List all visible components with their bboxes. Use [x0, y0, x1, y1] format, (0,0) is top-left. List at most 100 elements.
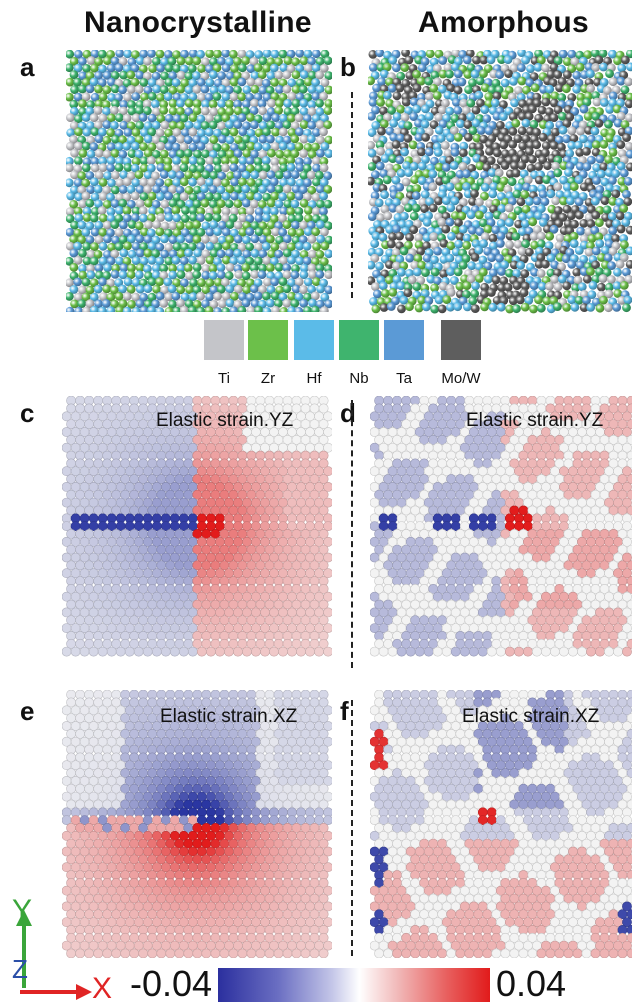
atom	[584, 112, 593, 121]
atom	[550, 113, 559, 122]
atom	[475, 198, 484, 207]
atom	[161, 121, 170, 130]
atom	[424, 647, 433, 656]
atom	[512, 232, 521, 241]
atom	[487, 288, 496, 297]
atom	[525, 197, 534, 206]
atom	[404, 168, 413, 177]
atom	[383, 176, 392, 185]
atom	[387, 302, 396, 311]
atom	[254, 142, 263, 151]
atom	[383, 91, 392, 100]
atom	[144, 284, 153, 293]
atom	[381, 289, 390, 298]
atom	[266, 263, 275, 272]
atom	[572, 85, 581, 94]
atom	[143, 57, 152, 66]
atom	[197, 647, 206, 656]
atom	[66, 178, 74, 187]
atom	[316, 250, 325, 259]
atom	[525, 147, 534, 156]
atom	[205, 128, 214, 137]
atom	[139, 113, 148, 122]
atom	[371, 282, 380, 291]
atom	[189, 156, 198, 165]
atom-map-amorphous	[368, 50, 632, 314]
atom	[283, 220, 292, 229]
atom	[271, 113, 280, 122]
atom	[487, 55, 496, 64]
atom	[567, 260, 576, 269]
atom	[405, 302, 414, 311]
atom	[497, 303, 506, 312]
atom	[625, 99, 632, 108]
atom	[513, 190, 522, 199]
atom	[226, 136, 235, 145]
atom	[307, 171, 316, 180]
atom	[409, 141, 418, 150]
atom	[188, 647, 197, 656]
atom	[111, 171, 120, 180]
atom	[400, 148, 409, 157]
atom	[611, 190, 620, 199]
panel-letter-b: b	[340, 52, 356, 83]
atom	[217, 270, 226, 279]
atom	[553, 182, 562, 191]
atom	[152, 85, 161, 94]
atom	[575, 246, 584, 255]
atom	[324, 647, 333, 656]
atom	[283, 99, 292, 108]
atom	[185, 99, 194, 108]
atom	[626, 260, 632, 269]
panel-letter-e: e	[20, 696, 34, 727]
atom	[537, 239, 546, 248]
atom	[283, 299, 292, 308]
atom	[98, 206, 107, 215]
atom	[115, 63, 124, 72]
atom	[421, 133, 430, 142]
atom	[254, 292, 263, 301]
atom	[487, 647, 496, 656]
atom	[589, 281, 598, 290]
atom	[165, 213, 174, 222]
atom	[159, 299, 168, 308]
atom	[433, 247, 442, 256]
atom	[501, 79, 510, 88]
atom	[213, 292, 222, 301]
atom	[577, 647, 586, 656]
atom	[189, 113, 198, 122]
atom	[559, 126, 568, 135]
atom	[511, 119, 520, 128]
atom	[267, 99, 276, 108]
atom	[70, 263, 79, 272]
atom	[119, 270, 128, 279]
atom	[197, 64, 206, 73]
atom	[370, 239, 379, 248]
atom	[460, 647, 469, 656]
atom	[433, 91, 442, 100]
atom	[393, 91, 402, 100]
atom	[405, 254, 414, 263]
atom	[200, 184, 209, 193]
atom	[209, 70, 218, 79]
atom	[596, 155, 605, 164]
atom	[499, 112, 508, 121]
atom	[260, 647, 269, 656]
atom	[537, 304, 546, 313]
atom	[521, 56, 530, 65]
atom	[172, 214, 181, 223]
atom	[592, 140, 601, 149]
atom	[454, 240, 463, 249]
atom	[435, 296, 444, 305]
atom	[299, 99, 308, 108]
atom	[168, 170, 177, 179]
atom	[617, 225, 626, 234]
atom	[70, 85, 79, 94]
atom	[282, 70, 291, 79]
atom	[91, 228, 100, 237]
atom	[516, 296, 525, 305]
atom	[383, 212, 392, 221]
atom	[82, 164, 91, 173]
atom	[120, 249, 129, 258]
divider-bottom	[351, 700, 353, 956]
